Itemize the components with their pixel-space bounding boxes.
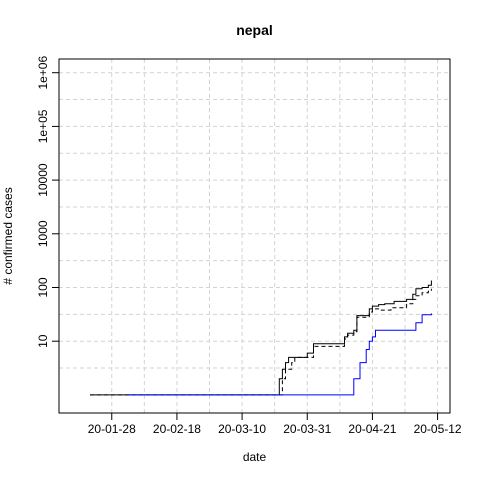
- y-tick-label: 10: [36, 334, 50, 348]
- y-tick-label: 10000: [36, 163, 50, 197]
- series-group: [90, 280, 432, 396]
- x-tick-label: 20-03-10: [218, 422, 266, 436]
- y-tick-label: 1e+06: [36, 56, 50, 90]
- x-tick-label: 20-03-31: [283, 422, 331, 436]
- y-axis-label: # confirmed cases: [1, 187, 15, 284]
- series-line-active: [90, 288, 432, 396]
- x-axis-label: date: [243, 450, 267, 464]
- y-tick-label: 1000: [36, 220, 50, 247]
- x-tick-label: 20-04-21: [348, 422, 396, 436]
- y-tick-label: 100: [36, 277, 50, 297]
- x-tick-label: 20-02-18: [153, 422, 201, 436]
- grid: [59, 59, 450, 413]
- series-line-recovered: [127, 313, 432, 396]
- y-tick-label: 1e+05: [36, 109, 50, 143]
- x-tick-label: 20-01-28: [88, 422, 136, 436]
- x-tick-label: 20-05-12: [414, 422, 462, 436]
- chart-title: nepal: [236, 22, 273, 38]
- axes: 20-01-28 20-02-18 20-03-10 20-03-31 20-04-21…: [36, 56, 462, 436]
